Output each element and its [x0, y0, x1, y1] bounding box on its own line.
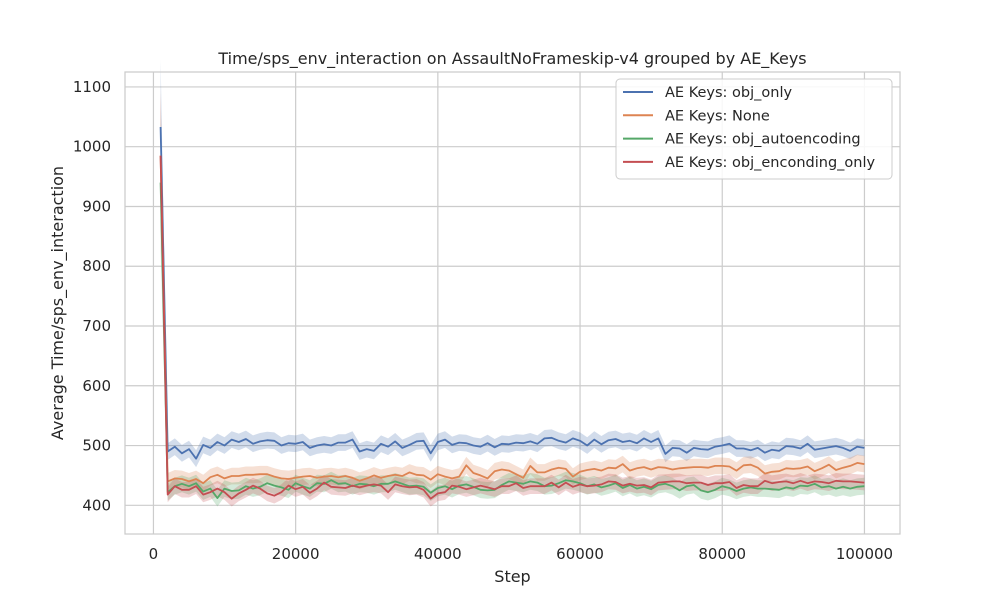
x-tick-label: 100000 [836, 545, 893, 563]
legend-item-none: AE Keys: None [623, 108, 770, 124]
y-tick-label: 700 [82, 317, 111, 335]
x-axis-label: Step [494, 567, 530, 586]
line-obj-enconding-only [159, 155, 865, 500]
x-tick-labels: 0 20000 40000 60000 80000 100000 [149, 545, 893, 563]
legend-box [615, 78, 893, 180]
x-tick-label: 20000 [272, 545, 320, 563]
line-obj-autoencoding [159, 182, 865, 500]
grid [125, 72, 900, 534]
legend-label: AE Keys: None [665, 108, 770, 124]
line-obj-only [159, 126, 865, 460]
y-tick-label: 600 [82, 377, 111, 395]
x-tick-label: 60000 [556, 545, 604, 563]
chart-title: Time/sps_env_interaction on AssaultNoFra… [217, 49, 806, 69]
series-lines [159, 126, 865, 500]
legend: AE Keys: obj_only AE Keys: None AE Keys: o… [615, 78, 893, 180]
legend-label: AE Keys: obj_autoencoding [665, 132, 861, 148]
y-tick-label: 1100 [73, 78, 111, 96]
y-axis-label: Average Time/sps_env_interaction [48, 166, 68, 440]
y-tick-labels: 400 500 600 700 800 900 1000 1100 [73, 78, 111, 514]
legend-label: AE Keys: obj_enconding_only [665, 155, 875, 171]
legend-item-obj-only: AE Keys: obj_only [623, 85, 792, 101]
y-tick-label: 800 [82, 257, 111, 275]
x-tick-label: 0 [149, 545, 159, 563]
line-none [159, 155, 865, 485]
legend-item-obj-enconding-only: AE Keys: obj_enconding_only [623, 155, 875, 171]
plot-frame [124, 71, 901, 535]
y-tick-label: 400 [82, 496, 111, 514]
y-tick-label: 900 [82, 197, 111, 215]
legend-item-obj-autoencoding: AE Keys: obj_autoencoding [623, 132, 861, 148]
y-tick-label: 1000 [73, 138, 111, 156]
y-tick-label: 500 [82, 437, 111, 455]
legend-label: AE Keys: obj_only [665, 85, 792, 101]
x-tick-label: 40000 [414, 545, 462, 563]
x-tick-label: 80000 [698, 545, 746, 563]
